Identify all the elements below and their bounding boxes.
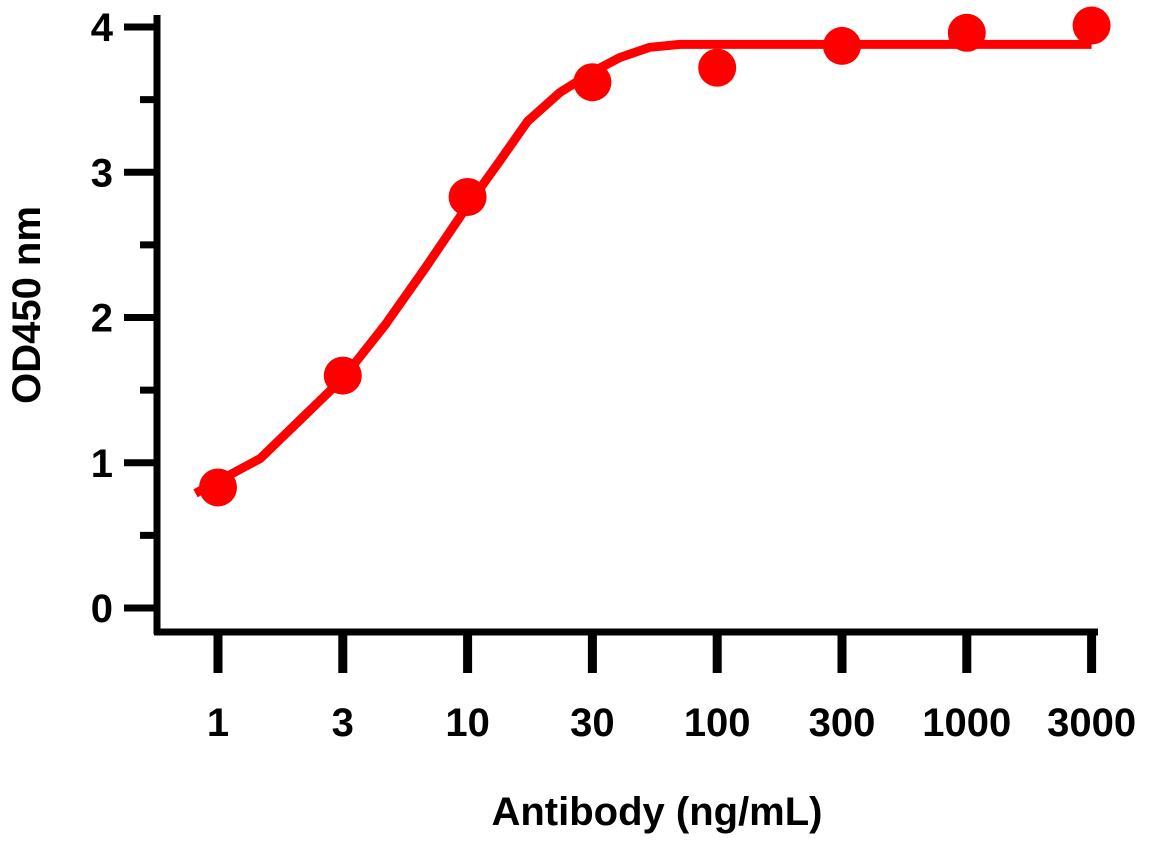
y-tick-label: 2 <box>91 297 113 341</box>
data-point <box>323 356 362 395</box>
data-point <box>448 177 487 216</box>
y-tick-label: 1 <box>91 442 113 486</box>
fit-curve <box>193 39 1092 498</box>
tick-labels-group: 0 1 2 3 4 1 3 10 30 100 300 1000 3000 <box>91 6 1136 745</box>
y-tick-label: 4 <box>91 6 114 50</box>
data-point <box>1072 6 1111 45</box>
data-points-group <box>199 6 1111 507</box>
data-point <box>199 468 237 507</box>
x-tick-label: 300 <box>809 701 876 745</box>
x-tick-label: 30 <box>570 701 615 745</box>
x-tick-label: 1 <box>207 701 229 745</box>
x-tick-label: 3 <box>332 701 354 745</box>
data-point <box>947 13 986 52</box>
x-tick-label: 3000 <box>1047 701 1136 745</box>
data-point <box>573 63 612 102</box>
fit-curve-group <box>193 39 1092 498</box>
data-point <box>823 26 861 65</box>
x-tick-label: 1000 <box>922 701 1011 745</box>
y-tick-label: 0 <box>91 587 113 631</box>
x-tick-label: 10 <box>445 701 490 745</box>
x-axis-label: Antibody (ng/mL) <box>491 790 822 834</box>
y-axis-label: OD450 nm <box>5 206 49 404</box>
data-point <box>698 48 737 87</box>
x-tick-label: 100 <box>684 701 751 745</box>
axes <box>124 15 1098 673</box>
y-tick-label: 3 <box>91 151 113 195</box>
